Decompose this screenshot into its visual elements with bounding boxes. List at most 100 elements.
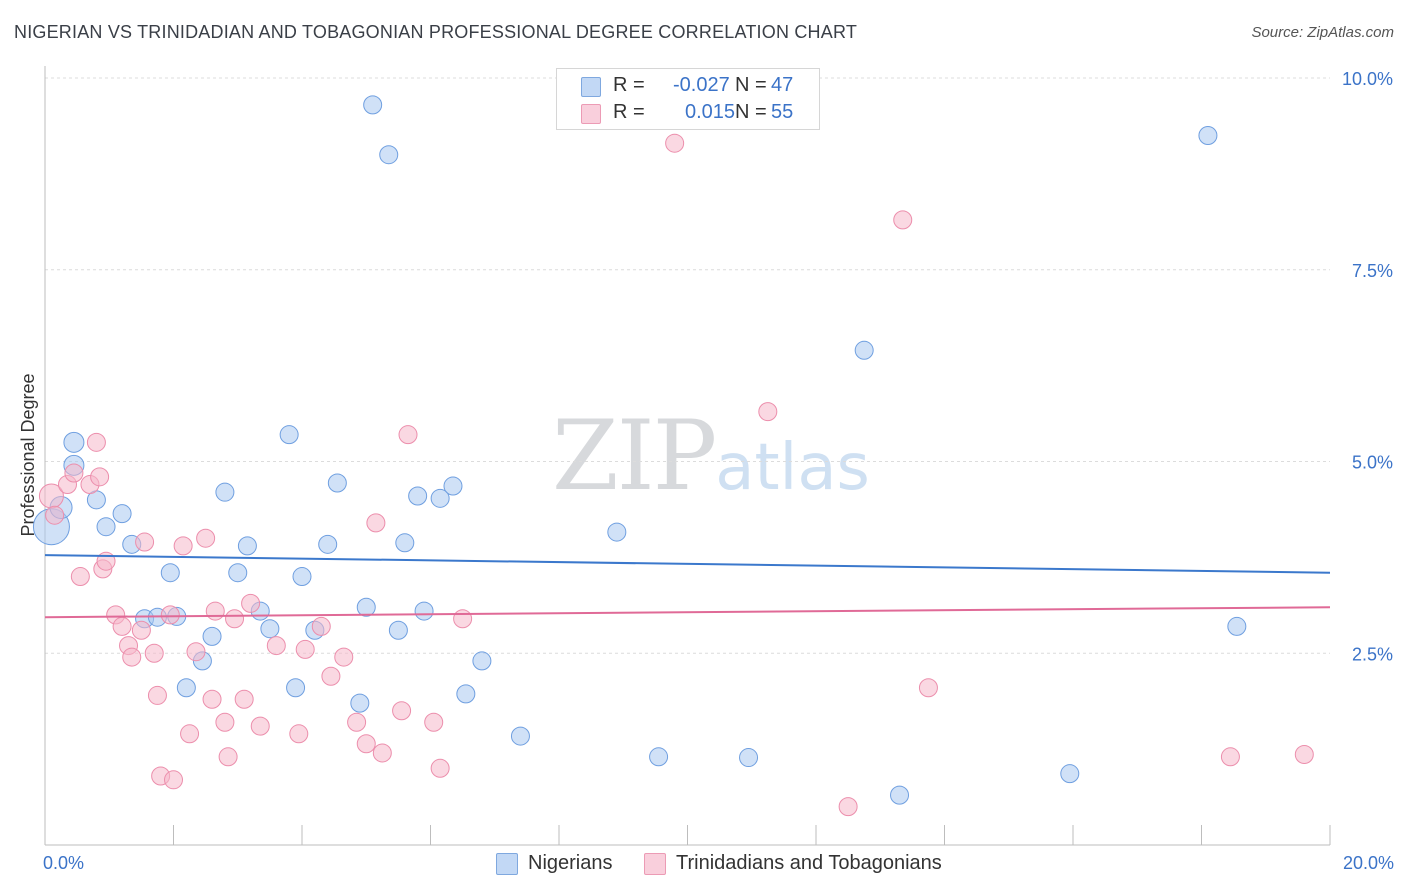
data-point-nigerians <box>292 567 312 587</box>
data-point-trinidadians <box>218 747 238 767</box>
data-point-nigerians <box>286 678 306 698</box>
data-point-nigerians <box>202 626 222 646</box>
data-point-nigerians <box>237 536 257 556</box>
data-point-trinidadians <box>131 620 151 640</box>
data-point-trinidadians <box>205 601 225 621</box>
data-point-trinidadians <box>424 712 444 732</box>
data-point-nigerians <box>890 785 910 805</box>
data-point-trinidadians <box>64 463 84 483</box>
data-point-trinidadians <box>250 716 270 736</box>
data-point-trinidadians <box>202 689 222 709</box>
data-point-trinidadians <box>173 536 193 556</box>
legend-swatch-trinidadians <box>581 104 601 124</box>
legend-label-trinidadians: Trinidadians and Tobagonians <box>676 852 942 874</box>
data-point-nigerians <box>260 619 280 639</box>
data-point-nigerians <box>356 597 376 617</box>
data-point-trinidadians <box>86 432 106 452</box>
data-point-trinidadians <box>1220 747 1240 767</box>
data-point-trinidadians <box>918 678 938 698</box>
data-point-trinidadians <box>311 616 331 636</box>
data-point-trinidadians <box>398 425 418 445</box>
data-point-trinidadians <box>196 528 216 548</box>
data-point-trinidadians <box>453 609 473 629</box>
data-point-nigerians <box>350 693 370 713</box>
legend-n-value: 47 <box>771 74 794 96</box>
x-tick-label: 0.0% <box>43 853 84 873</box>
data-point-trinidadians <box>372 743 392 763</box>
data-point-trinidadians <box>289 724 309 744</box>
data-point-trinidadians <box>321 666 341 686</box>
data-point-nigerians <box>1198 126 1218 146</box>
data-point-nigerians <box>472 651 492 671</box>
y-tick-label: 10.0% <box>1342 69 1393 89</box>
data-point-trinidadians <box>186 642 206 662</box>
data-point-nigerians <box>430 488 450 508</box>
legend-n-label: N = <box>735 101 767 123</box>
data-point-trinidadians <box>90 467 110 487</box>
data-point-trinidadians <box>295 639 315 659</box>
legend-n-label: N = <box>735 74 767 96</box>
data-point-nigerians <box>456 684 476 704</box>
legend-n-value: 55 <box>771 101 794 123</box>
chart-title: NIGERIAN VS TRINIDADIAN AND TOBAGONIAN P… <box>14 22 858 42</box>
legend-label-nigerians: Nigerians <box>528 852 613 874</box>
source-credit: Source: ZipAtlas.com <box>1251 24 1394 41</box>
legend-r-value: 0.015 <box>685 101 736 123</box>
data-point-trinidadians <box>45 505 65 525</box>
data-point-trinidadians <box>147 685 167 705</box>
data-point-nigerians <box>443 476 463 496</box>
data-point-trinidadians <box>70 567 90 587</box>
data-point-nigerians <box>739 748 759 768</box>
data-point-nigerians <box>388 620 408 640</box>
data-point-nigerians <box>96 517 116 537</box>
data-point-trinidadians <box>164 770 183 790</box>
data-point-nigerians <box>414 601 434 621</box>
data-point-trinidadians <box>144 643 164 663</box>
data-point-trinidadians <box>112 616 132 636</box>
correlation-legend: R = -0.027 N = 47 R = 0.015 N = 55 <box>556 68 820 130</box>
data-point-trinidadians <box>356 734 376 754</box>
y-tick-label: 5.0% <box>1352 453 1393 473</box>
data-point-trinidadians <box>366 513 386 533</box>
data-point-nigerians <box>215 482 235 502</box>
data-point-trinidadians <box>893 210 913 230</box>
data-point-nigerians <box>395 533 415 553</box>
data-point-nigerians <box>649 747 669 767</box>
data-point-trinidadians <box>392 701 412 721</box>
data-point-trinidadians <box>758 402 778 422</box>
data-point-trinidadians <box>135 532 155 552</box>
legend-swatch-trinidadians <box>644 853 666 875</box>
data-point-trinidadians <box>160 605 180 625</box>
data-point-trinidadians <box>122 647 142 667</box>
data-point-nigerians <box>607 522 627 542</box>
data-point-nigerians <box>510 726 530 746</box>
data-point-trinidadians <box>225 609 245 629</box>
data-point-nigerians <box>854 340 874 360</box>
y-axis-label: Professional Degree <box>18 373 38 536</box>
data-point-trinidadians <box>334 647 354 667</box>
data-point-nigerians <box>327 473 347 493</box>
data-point-nigerians <box>279 425 299 445</box>
data-point-trinidadians <box>838 797 858 817</box>
legend-swatch-nigerians <box>496 853 518 875</box>
data-point-trinidadians <box>430 758 450 778</box>
legend-swatch-nigerians <box>581 77 601 97</box>
data-point-nigerians <box>160 563 180 583</box>
data-point-nigerians <box>63 431 85 453</box>
data-point-trinidadians <box>180 724 200 744</box>
y-tick-label: 7.5% <box>1352 261 1393 281</box>
data-point-trinidadians <box>234 689 254 709</box>
data-point-nigerians <box>228 563 248 583</box>
y-tick-label: 2.5% <box>1352 644 1393 664</box>
data-point-nigerians <box>318 534 338 554</box>
data-point-nigerians <box>1227 616 1247 636</box>
x-tick-label: 20.0% <box>1343 853 1394 873</box>
data-point-nigerians <box>1060 764 1080 784</box>
data-point-trinidadians <box>215 712 235 732</box>
data-point-trinidadians <box>1294 744 1314 764</box>
data-point-nigerians <box>379 145 399 165</box>
trend-line-trinidadians <box>44 606 1331 619</box>
data-point-trinidadians <box>665 133 685 153</box>
data-point-trinidadians <box>241 593 261 613</box>
